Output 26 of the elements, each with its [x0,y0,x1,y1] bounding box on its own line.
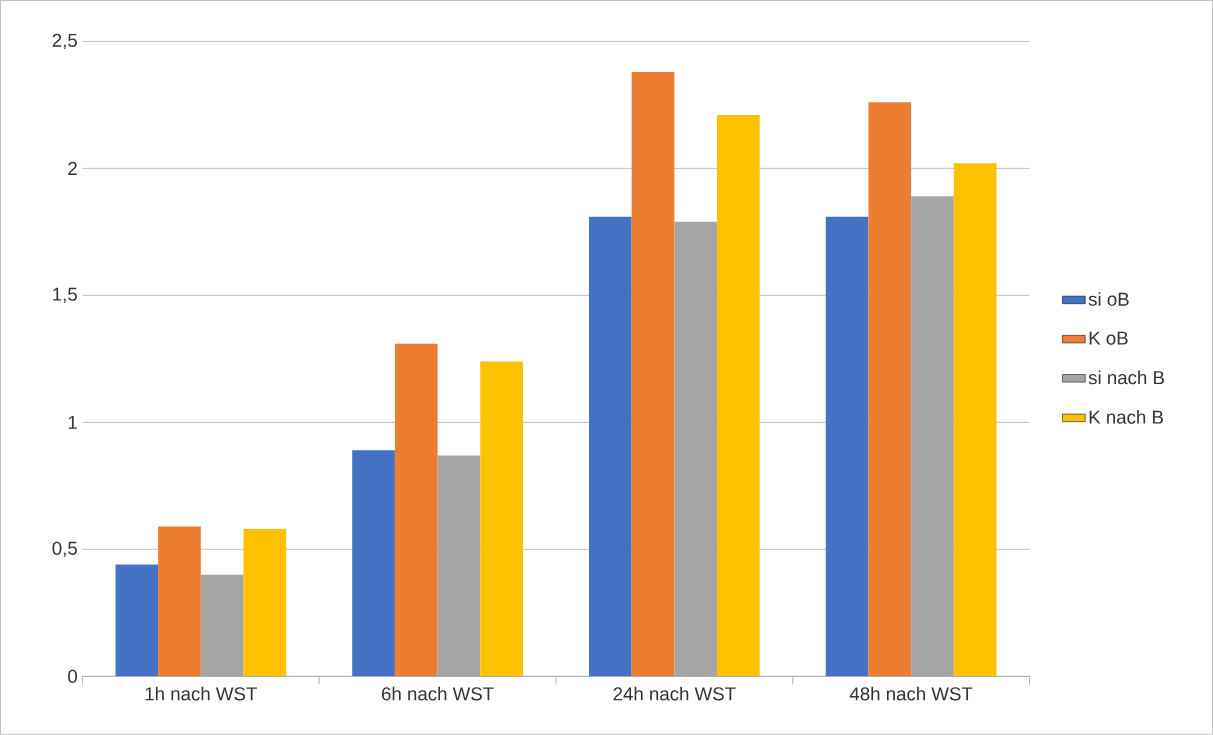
legend-label: si oB [1088,292,1129,306]
y-tick-label: 0 [68,669,78,684]
y-tick-label: 2,5 [52,33,77,50]
x-tick-label: 6h nach WST [381,686,494,701]
y-tick-label: 2 [68,161,77,176]
bar [115,564,159,677]
bar [825,216,869,677]
bar [631,72,675,677]
y-tick-label: 1 [68,416,77,429]
bar [868,102,912,677]
y-tick-label: 0,5 [52,541,77,558]
bar [717,115,760,677]
legend-label: si nach B [1088,370,1164,385]
bar [352,450,395,677]
x-tick-label: 48h nach WST [849,686,973,701]
y-tick-label: 1,5 [53,287,77,304]
bar [394,343,438,677]
x-tick-label: 1h nach WST [145,686,257,701]
bar [158,526,201,677]
legend-label: K oB [1089,331,1128,345]
legend-label: K nach B [1089,410,1163,424]
bar [243,529,287,677]
bar [589,216,632,677]
bar [480,361,523,677]
x-tick-label: 24h nach WST [613,686,736,701]
bar [953,163,997,677]
